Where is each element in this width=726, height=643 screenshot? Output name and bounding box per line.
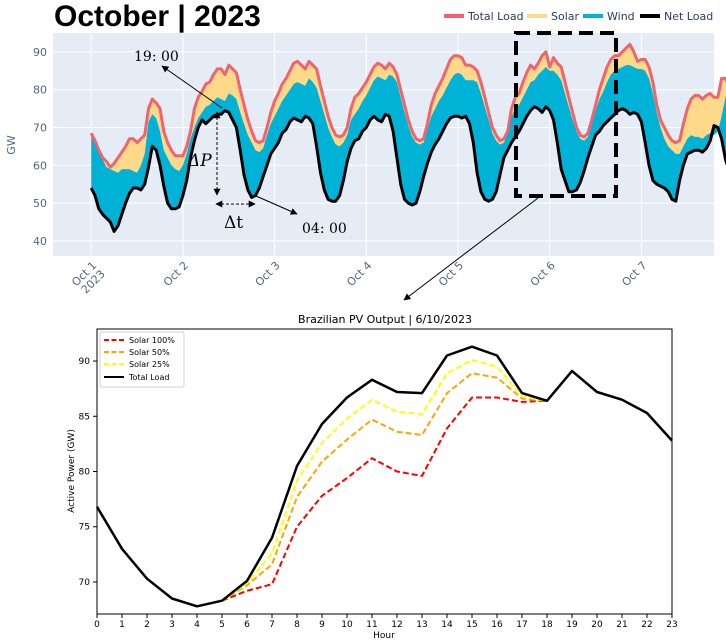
bottom-legend-box: [99, 331, 185, 388]
top-x-tick-group: Oct 4: [344, 259, 374, 289]
top-y-axis-label: GW: [5, 135, 18, 155]
legend-label-wind: Wind: [607, 10, 635, 23]
net-load-line: [89, 105, 726, 233]
peak-time-label: 19: 00: [134, 49, 179, 65]
bottom-chart-title: Brazilian PV Output | 6/10/2023: [298, 313, 472, 326]
legend-label-solar25: Solar 25%: [129, 360, 170, 369]
bottom-x-tick-label: 19: [566, 620, 578, 630]
bottom-x-tick-label: 3: [169, 620, 175, 630]
legend-label-solar: Solar: [551, 10, 580, 23]
bottom-x-tick-label: 7: [269, 620, 275, 630]
bottom-x-axis-label: Hour: [373, 631, 395, 641]
legend-label-total-load: Total Load: [467, 10, 524, 23]
bottom-x-tick-label: 10: [341, 620, 353, 630]
wind-area: [91, 65, 726, 232]
bottom-x-tick-label: 14: [441, 620, 453, 630]
top-x-tick-label: Oct 7: [619, 259, 649, 289]
bottom-x-tick-label: 13: [416, 620, 427, 630]
legend-label-solar50: Solar 50%: [129, 348, 170, 357]
trough-time-label: 04: 00: [302, 221, 347, 237]
bottom-x-tick-label: 22: [641, 620, 652, 630]
legend-label-solar100: Solar 100%: [129, 336, 175, 345]
bottom-lines: [95, 345, 673, 608]
bottom-legend: Solar 100% Solar 50% Solar 25% Total Loa…: [99, 331, 185, 388]
top-y-ticks: 40 50 60 70 80 90: [33, 46, 47, 248]
zoom-box: [514, 31, 618, 198]
trough-arrow: [255, 195, 298, 215]
top-y-tick-label: 80: [33, 84, 47, 97]
annotations: 19: 00 ΔP Δt 04: 00: [134, 31, 618, 301]
top-x-tick-label: Oct 4: [344, 259, 374, 289]
bottom-x-tick-label: 12: [391, 620, 402, 630]
solar-50-line: [221, 372, 548, 602]
top-y-tick-label: 70: [33, 121, 47, 134]
bottom-y-axis-label: Active Power (GW): [67, 429, 77, 513]
total-load-bottom-line: [95, 345, 673, 608]
bottom-x-tick-label: 1: [119, 620, 125, 630]
bottom-x-tick-label: 20: [591, 620, 603, 630]
bottom-x-tick-label: 23: [666, 620, 677, 630]
bottom-x-tick-label: 18: [541, 620, 553, 630]
top-y-tick-label: 60: [33, 159, 47, 172]
bottom-y-tick-label: 80: [79, 468, 91, 478]
legend-label-net-load: Net Load: [664, 10, 713, 23]
bottom-x-tick-label: 21: [616, 620, 627, 630]
bottom-x-tick-label: 4: [194, 620, 200, 630]
page-title: October | 2023: [54, 0, 261, 33]
solar-100-line: [221, 396, 548, 602]
delta-p-label: ΔP: [187, 151, 212, 171]
top-x-tick-label: Oct 6: [528, 259, 558, 289]
bottom-x-tick-label: 11: [366, 620, 377, 630]
bottom-y-tick-label: 90: [79, 357, 91, 367]
bottom-x-tick-label: 5: [219, 620, 225, 630]
delta-t-label: Δt: [224, 213, 243, 233]
top-x-tick-group: Oct 3: [253, 259, 283, 289]
top-legend: Total Load Solar Wind Net Load: [444, 10, 713, 23]
bottom-x-tick-label: 6: [244, 620, 250, 630]
top-y-tick-label: 90: [33, 46, 47, 59]
top-x-tick-label: Oct 5: [436, 259, 466, 289]
bottom-x-tick-label: 0: [94, 620, 100, 630]
top-x-tick-label: Oct 2: [161, 259, 191, 289]
top-x-tick-label: Oct 3: [253, 259, 283, 289]
bottom-y-tick-label: 75: [79, 523, 90, 533]
top-areas: [91, 44, 726, 232]
top-y-tick-label: 50: [33, 197, 47, 210]
solar-25-line: [221, 358, 548, 602]
bottom-x-tick-label: 16: [491, 620, 503, 630]
zoom-arrow: [403, 197, 539, 301]
top-x-tick-group: Oct 6: [528, 259, 558, 289]
top-x-tick-group: Oct 7: [619, 259, 649, 289]
top-lines: [89, 42, 726, 233]
peak-arrow: [161, 65, 223, 109]
total-load-line: [89, 42, 726, 169]
top-y-tick-label: 40: [33, 235, 47, 248]
bottom-y-tick-label: 85: [79, 412, 90, 422]
top-x-tick-group: Oct 5: [436, 259, 466, 289]
bottom-axis-ticks: 0 1 2 3 4 5 6 7 8 9 10 11 12 13 14 15 16 17 18 19 20 21 22 2370…: [79, 357, 678, 630]
bottom-x-tick-label: 15: [466, 620, 477, 630]
bottom-x-tick-label: 8: [294, 620, 300, 630]
legend-label-total-load-bottom: Total Load: [128, 373, 169, 382]
bottom-y-tick-label: 70: [79, 578, 91, 588]
bottom-x-tick-label: 2: [144, 620, 150, 630]
top-x-tick-group: Oct 2: [161, 259, 191, 289]
bottom-x-tick-label: 9: [319, 620, 325, 630]
bottom-x-tick-label: 17: [516, 620, 527, 630]
